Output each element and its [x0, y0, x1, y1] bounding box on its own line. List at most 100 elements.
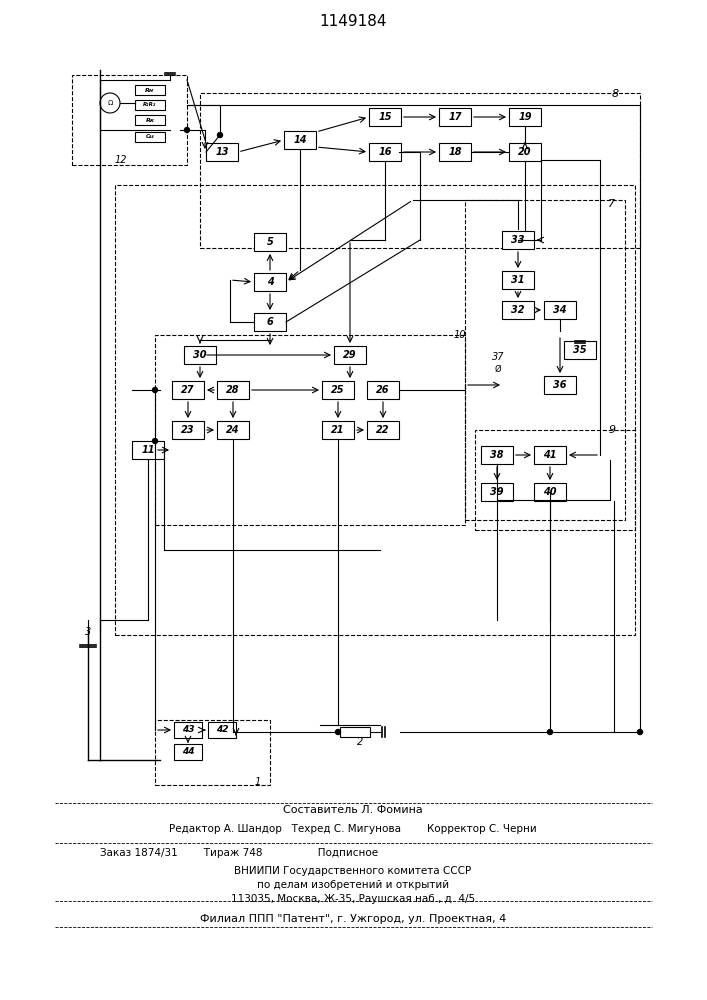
- Bar: [184, 346, 216, 364]
- Text: 41: 41: [543, 450, 556, 460]
- Bar: [465, 200, 625, 520]
- Text: Rн: Rн: [146, 88, 155, 93]
- Text: 30: 30: [193, 350, 206, 360]
- Bar: [369, 108, 401, 126]
- Text: 1: 1: [255, 777, 261, 787]
- Text: 10: 10: [454, 330, 466, 340]
- Bar: [155, 335, 465, 525]
- Bar: [254, 273, 286, 291]
- Text: Rк: Rк: [146, 117, 155, 122]
- Bar: [135, 100, 165, 110]
- Text: 113035, Москва, Ж-35, Раушская наб., д. 4/5: 113035, Москва, Ж-35, Раушская наб., д. …: [231, 894, 475, 904]
- Text: R₁R₂: R₁R₂: [144, 103, 157, 107]
- Text: 1149184: 1149184: [320, 14, 387, 29]
- Bar: [509, 143, 541, 161]
- Text: 2: 2: [357, 737, 363, 747]
- Text: 29: 29: [344, 350, 357, 360]
- Text: 13: 13: [215, 147, 229, 157]
- Text: 11: 11: [141, 445, 155, 455]
- Text: 4: 4: [267, 277, 274, 287]
- Bar: [217, 421, 249, 439]
- Text: Редактор А. Шандор   Техред С. Мигунова        Корректор С. Черни: Редактор А. Шандор Техред С. Мигунова Ко…: [169, 824, 537, 834]
- Bar: [334, 346, 366, 364]
- Circle shape: [638, 730, 643, 734]
- Bar: [284, 131, 316, 149]
- Bar: [439, 143, 471, 161]
- Text: 23: 23: [181, 425, 194, 435]
- Text: 19: 19: [518, 112, 532, 122]
- Bar: [172, 381, 204, 399]
- Text: 5: 5: [267, 237, 274, 247]
- Bar: [340, 727, 370, 737]
- Bar: [206, 143, 238, 161]
- Bar: [135, 132, 165, 142]
- Text: 37: 37: [492, 352, 504, 362]
- Bar: [156, 720, 271, 784]
- Text: 35: 35: [573, 345, 587, 355]
- Circle shape: [153, 387, 158, 392]
- Bar: [217, 381, 249, 399]
- Bar: [564, 341, 596, 359]
- Text: Филиал ППП "Патент", г. Ужгород, ул. Проектная, 4: Филиал ППП "Патент", г. Ужгород, ул. Про…: [200, 914, 506, 924]
- Bar: [475, 430, 635, 530]
- Circle shape: [336, 730, 341, 734]
- Text: 38: 38: [490, 450, 504, 460]
- Bar: [502, 301, 534, 319]
- Bar: [369, 143, 401, 161]
- Bar: [73, 75, 187, 165]
- Text: 14: 14: [293, 135, 307, 145]
- Bar: [254, 233, 286, 251]
- Text: 20: 20: [518, 147, 532, 157]
- Text: 44: 44: [182, 748, 194, 756]
- Bar: [200, 93, 640, 247]
- Text: 34: 34: [554, 305, 567, 315]
- Bar: [509, 108, 541, 126]
- Text: Ø: Ø: [495, 364, 501, 373]
- Text: 8: 8: [612, 89, 619, 99]
- Bar: [322, 421, 354, 439]
- Circle shape: [100, 93, 120, 113]
- Bar: [254, 313, 286, 331]
- Text: 32: 32: [511, 305, 525, 315]
- Bar: [174, 744, 202, 760]
- Text: 6: 6: [267, 317, 274, 327]
- Circle shape: [185, 127, 189, 132]
- Text: 31: 31: [511, 275, 525, 285]
- Bar: [367, 421, 399, 439]
- Bar: [174, 722, 202, 738]
- Bar: [534, 483, 566, 501]
- Text: 18: 18: [448, 147, 462, 157]
- Bar: [544, 301, 576, 319]
- Text: 22: 22: [376, 425, 390, 435]
- Text: 24: 24: [226, 425, 240, 435]
- Text: 27: 27: [181, 385, 194, 395]
- Text: 25: 25: [332, 385, 345, 395]
- Text: 43: 43: [182, 726, 194, 734]
- Text: 16: 16: [378, 147, 392, 157]
- Text: 39: 39: [490, 487, 504, 497]
- Bar: [502, 271, 534, 289]
- Text: C₄₄: C₄₄: [146, 134, 154, 139]
- Bar: [135, 85, 165, 95]
- Circle shape: [218, 132, 223, 137]
- Bar: [481, 483, 513, 501]
- Bar: [115, 185, 635, 635]
- Circle shape: [153, 438, 158, 444]
- Text: 15: 15: [378, 112, 392, 122]
- Text: 36: 36: [554, 380, 567, 390]
- Text: Ω: Ω: [107, 100, 112, 106]
- Text: 42: 42: [216, 726, 228, 734]
- Text: 7: 7: [609, 199, 616, 209]
- Text: 21: 21: [332, 425, 345, 435]
- Bar: [322, 381, 354, 399]
- Bar: [367, 381, 399, 399]
- Bar: [481, 446, 513, 464]
- Bar: [544, 376, 576, 394]
- Bar: [135, 115, 165, 125]
- Text: ВНИИПИ Государственного комитета СССР: ВНИИПИ Государственного комитета СССР: [235, 866, 472, 876]
- Text: 12: 12: [115, 155, 127, 165]
- Text: Заказ 1874/31        Тираж 748                 Подписное: Заказ 1874/31 Тираж 748 Подписное: [100, 848, 378, 858]
- Text: 40: 40: [543, 487, 556, 497]
- Bar: [172, 421, 204, 439]
- Text: 33: 33: [511, 235, 525, 245]
